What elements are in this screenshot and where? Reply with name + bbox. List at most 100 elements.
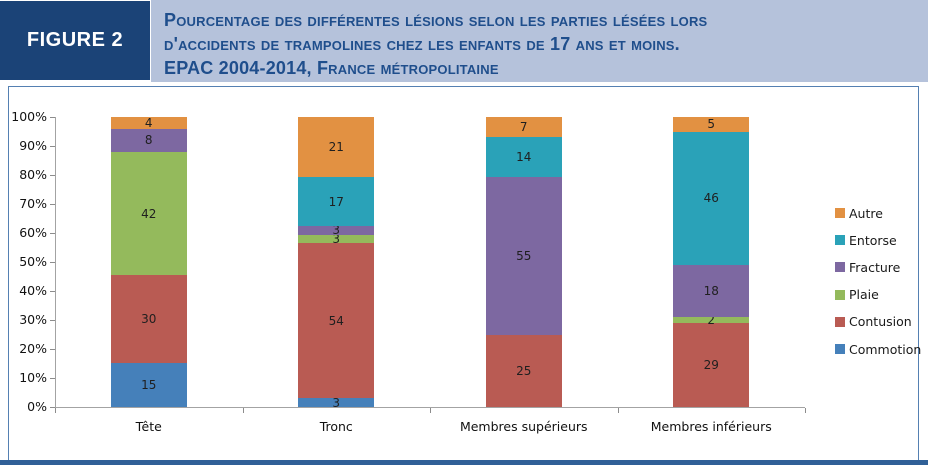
x-tick: [805, 408, 806, 413]
legend-label: Autre: [849, 205, 883, 221]
bar-segment-contusion: 30: [110, 275, 187, 364]
bar-value-label: 55: [516, 249, 532, 264]
chart-panel: 0% 10% 20% 30% 40% 50% 60% 70% 80% 90% 100% 15 30 42 8…: [8, 86, 921, 462]
bar-segment-contusion: 54: [298, 243, 375, 399]
bar-value-label: 14: [516, 150, 532, 165]
legend-label: Entorse: [849, 232, 897, 248]
bar-value-label: 42: [141, 206, 157, 221]
bar-segment-contusion: 25: [485, 335, 562, 407]
legend-item-commotion: Commotion: [835, 339, 921, 359]
y-tick: [50, 407, 55, 408]
figure-title-line-1: Pourcentage des différentes lésions selo…: [164, 10, 708, 30]
y-tick: [50, 117, 55, 118]
y-tick: [50, 146, 55, 147]
bar-segment-entorse: 14: [485, 137, 562, 178]
legend-item-entorse: Entorse: [835, 230, 897, 250]
x-category-label: Membres inférieurs: [650, 419, 772, 434]
y-tick-label: 90%: [19, 138, 47, 153]
legend-swatch-contusion: [835, 316, 845, 327]
y-tick-label: 100%: [11, 109, 47, 124]
y-tick: [50, 233, 55, 234]
bar-segment-autre: 21: [298, 117, 375, 178]
y-tick-label: 40%: [19, 283, 47, 298]
bar-segment-commotion: 15: [110, 363, 187, 407]
y-tick-label: 30%: [19, 312, 47, 327]
y-tick: [50, 175, 55, 176]
legend-label: Contusion: [849, 314, 912, 330]
bar-segment-contusion: 29: [673, 322, 750, 407]
bar-value-label: 29: [703, 357, 719, 372]
legend-swatch-plaie: [835, 289, 845, 300]
y-tick: [50, 320, 55, 321]
x-axis-line: [55, 407, 805, 408]
bar-segment-plaie: 3: [298, 232, 375, 247]
y-tick-label: 80%: [19, 167, 47, 182]
y-tick-label: 0%: [27, 399, 47, 414]
bar-value-label: 3: [332, 395, 341, 410]
y-tick: [50, 378, 55, 379]
figure-title-line-2: d'accidents de trampolines chez les enfa…: [164, 34, 680, 54]
bar-value-label: 4: [144, 115, 153, 130]
bottom-rule: [0, 460, 928, 465]
legend-swatch-entorse: [835, 235, 845, 246]
x-tick: [430, 408, 431, 413]
bar-value-label: 7: [519, 120, 528, 135]
bar-value-label: 46: [703, 191, 719, 206]
legend-item-autre: Autre: [835, 203, 883, 223]
bar-segment-entorse: 46: [673, 131, 750, 265]
y-tick-label: 60%: [19, 225, 47, 240]
bar-value-label: 21: [328, 140, 344, 155]
bar-segment-entorse: 17: [298, 177, 375, 227]
y-tick-label: 20%: [19, 341, 47, 356]
bar-value-label: 17: [328, 194, 344, 209]
x-category-label: Tête: [135, 419, 162, 434]
x-tick: [55, 408, 56, 413]
bar-value-label: 25: [516, 364, 532, 379]
x-tick: [617, 408, 619, 413]
bar-value-label: 3: [332, 223, 341, 238]
y-tick: [50, 349, 55, 350]
bar-segment-plaie: 42: [110, 152, 187, 276]
legend-item-plaie: Plaie: [835, 285, 879, 305]
bar-segment-commotion: 3: [298, 395, 375, 410]
figure-badge-label: FIGURE 2: [26, 29, 124, 51]
y-tick: [50, 204, 55, 205]
bar-value-label: 3: [332, 232, 341, 247]
legend-swatch-commotion: [835, 344, 845, 354]
y-tick-label: 50%: [19, 254, 47, 269]
legend-label: Fracture: [849, 259, 901, 275]
legend-item-fracture: Fracture: [835, 257, 900, 277]
y-tick-label: 70%: [19, 196, 47, 211]
bar-value-label: 2: [707, 313, 716, 327]
y-axis-line: [55, 117, 56, 408]
y-tick-label: 10%: [19, 370, 47, 385]
figure-badge: FIGURE 2: [0, 1, 150, 80]
legend-swatch-autre: [835, 208, 845, 218]
figure-title: Pourcentage des différentes lésions selo…: [151, 0, 928, 82]
bar-value-label: 54: [328, 313, 344, 328]
legend-item-contusion: Contusion: [835, 312, 912, 332]
bar-value-label: 5: [707, 117, 716, 132]
bar-segment-autre: 4: [110, 115, 187, 130]
bar-segment-fracture: 18: [673, 264, 750, 318]
bar-value-label: 18: [703, 283, 719, 298]
bar-value-label: 8: [144, 133, 153, 148]
bar-segment-autre: 5: [673, 117, 750, 132]
legend-label: Commotion: [849, 341, 922, 357]
bar-segment-autre: 7: [485, 117, 562, 138]
legend-swatch-fracture: [835, 262, 845, 273]
figure-title-line-3: EPAC 2004-2014, France métropolitaine: [164, 58, 499, 78]
bar-segment-plaie: 2: [673, 313, 750, 327]
bar-segment-fracture: 55: [485, 177, 562, 336]
x-category-label: Membres supérieurs: [459, 419, 588, 434]
x-category-label: Tronc: [319, 419, 353, 434]
x-tick: [242, 408, 244, 413]
y-tick: [50, 262, 55, 263]
bar-segment-fracture: 8: [110, 128, 187, 153]
bar-value-label: 30: [141, 312, 157, 327]
legend-label: Plaie: [849, 287, 879, 303]
bar-segment-fracture: 3: [298, 223, 375, 238]
y-tick: [50, 291, 55, 292]
bar-value-label: 15: [141, 378, 157, 393]
